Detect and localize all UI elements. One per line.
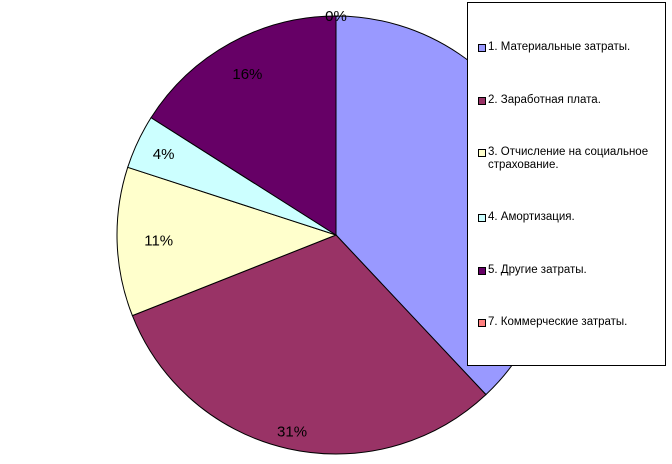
legend-item-commercial: 7. Коммерческие затраты.: [478, 316, 660, 329]
legend-item-amortization: 4. Амортизация.: [478, 211, 660, 224]
legend-item-social: 3. Отчисление на социальное страхование.: [478, 146, 660, 172]
legend-label-commercial: 7. Коммерческие затраты.: [488, 316, 628, 328]
legend-label-other: 5. Другие затраты.: [488, 264, 587, 276]
data-label-other: 16%: [232, 66, 262, 83]
pie-slice-social: [116, 166, 338, 317]
legend-item-material: 1. Материальные затраты.: [478, 41, 660, 54]
legend-swatch-salary: [478, 97, 486, 105]
legend-swatch-amortization: [478, 214, 486, 222]
legend-label-social: 3. Отчисление на социальное страхование.: [488, 146, 649, 171]
legend-label-salary: 2. Заработная плата.: [488, 94, 601, 106]
legend-swatch-social: [478, 149, 486, 157]
data-label-amortization: 4%: [153, 146, 175, 163]
legend-label-amortization: 4. Амортизация.: [488, 211, 575, 223]
data-label-social: 11%: [144, 233, 173, 250]
data-label-salary: 31%: [277, 424, 307, 441]
legend-swatch-commercial: [478, 319, 486, 327]
legend-swatch-other: [478, 267, 486, 275]
pie-data-labels: 31% 11% 4% 16% 0%: [144, 8, 347, 441]
legend-label-material: 1. Материальные затраты.: [488, 41, 631, 53]
legend-item-salary: 2. Заработная плата.: [478, 94, 660, 107]
chart-legend: 1. Материальные затраты. 2. Заработная п…: [467, 2, 666, 366]
legend-swatch-material: [478, 44, 486, 52]
data-label-commercial: 0%: [325, 8, 347, 25]
legend-item-other: 5. Другие затраты.: [478, 264, 660, 277]
pie-slice-salary: [131, 234, 487, 455]
pie-slice-other: [150, 15, 337, 236]
